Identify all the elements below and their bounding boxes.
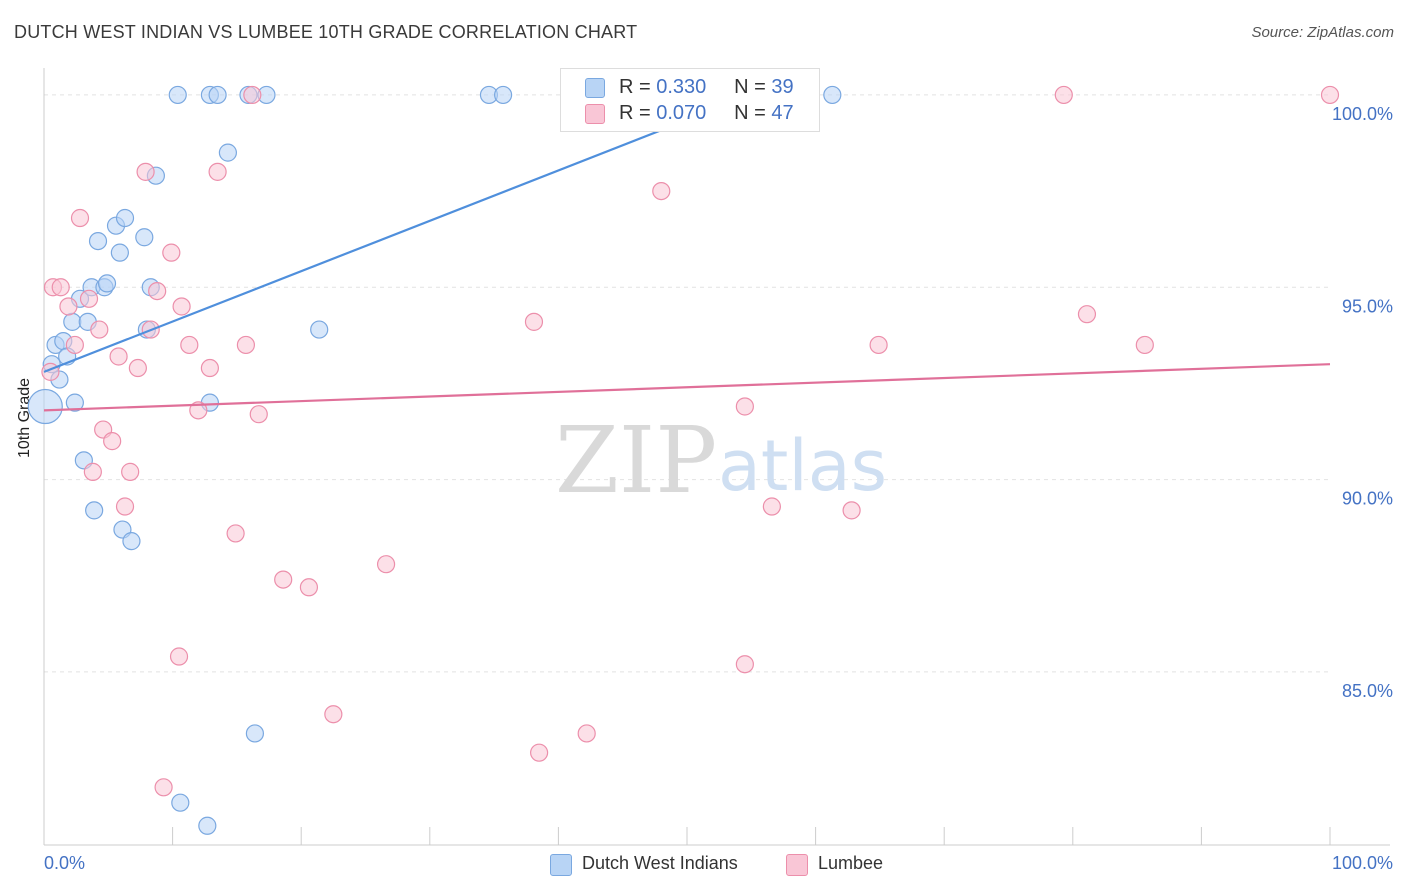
lumbee-point [735, 397, 754, 416]
lumbee-point [324, 705, 343, 724]
lumbee-point [524, 312, 544, 331]
lumbee-point [236, 335, 256, 355]
legend-label-dutch: Dutch West Indians [582, 853, 738, 873]
dutch-point [494, 85, 513, 105]
lumbee-point [842, 501, 861, 520]
lumbee-point [136, 162, 155, 181]
y-tick-label: 85.0% [1342, 681, 1393, 701]
dutch-point [218, 143, 237, 162]
n-label: N = [734, 76, 766, 98]
dutch-point [171, 793, 190, 812]
lumbee-point [1054, 85, 1073, 105]
lumbee-point [200, 358, 219, 378]
dutch-point [85, 501, 104, 520]
watermark: ZIP atlas [555, 407, 887, 514]
lumbee-point [274, 570, 293, 589]
swatch-dutch-west-indians [585, 78, 605, 98]
lumbee-point [530, 743, 549, 762]
dutch-point [63, 312, 82, 331]
dutch-point [122, 532, 141, 551]
dutch-point [65, 393, 84, 412]
lumbee-point [243, 85, 262, 105]
dutch-point [823, 85, 842, 105]
lumbee-point [180, 335, 199, 355]
dutch-point [198, 816, 217, 835]
gridlines [44, 94, 1330, 673]
swatch-lumbee [585, 104, 605, 124]
lumbee-point [83, 462, 102, 481]
axes [43, 68, 1390, 846]
lumbee-point [249, 405, 268, 424]
lumbee-point [869, 335, 888, 355]
dutch-point [27, 388, 63, 425]
legend-label-lumbee: Lumbee [818, 853, 884, 873]
lumbee-point [1320, 85, 1340, 105]
lumbee-point [169, 647, 189, 666]
y-tick-label: 95.0% [1342, 296, 1393, 316]
lumbee-point [299, 578, 319, 597]
n-value-lumbee: 47 [771, 102, 794, 124]
lumbee-point [79, 289, 99, 308]
lumbee-point [90, 320, 109, 339]
dutch-point [97, 274, 117, 293]
legend-swatch-lumbee [786, 854, 808, 876]
lumbee-point [59, 297, 78, 316]
chart-title: DUTCH WEST INDIAN VS LUMBEE 10TH GRADE C… [14, 22, 638, 42]
dutch-point [310, 320, 329, 339]
lumbee-point [208, 162, 227, 181]
lumbee-point [762, 497, 781, 516]
stats-legend: R = 0.330 N = 39 R = 0.070 N = 47 [560, 68, 820, 132]
watermark-atlas: atlas [718, 425, 887, 507]
dutch-point [208, 85, 227, 105]
trend-line-dutch [43, 93, 752, 373]
dutch-point [135, 228, 154, 247]
dutch-point [88, 231, 108, 251]
lumbee-point [109, 347, 128, 366]
x-tick-label-min: 0.0% [44, 853, 85, 873]
dutch-point [168, 85, 187, 105]
n-value-dutch: 39 [771, 76, 794, 98]
r-value-dutch: 0.330 [656, 76, 707, 98]
n-label: N = [734, 102, 766, 124]
tick-labels: 85.0% 90.0% 95.0% 100.0% 0.0% 100.0% [44, 104, 1393, 873]
r-label: R = [619, 102, 651, 124]
legend-swatch-dutch [550, 854, 572, 876]
lumbee-point [115, 497, 135, 516]
trend-lines [43, 93, 1331, 412]
lumbee-point [189, 401, 208, 420]
lumbee-point [1077, 305, 1097, 324]
y-tick-label: 90.0% [1342, 489, 1393, 509]
source-label: Source: ZipAtlas.com [1251, 24, 1394, 41]
dutch-point [115, 208, 135, 228]
lumbee-point [162, 243, 181, 262]
lumbee-point [577, 724, 596, 743]
dutch-point [245, 724, 265, 743]
lumbee-point [51, 278, 70, 297]
lumbee-point [148, 281, 167, 301]
lumbee-point [121, 462, 140, 481]
lumbee-point [226, 524, 245, 543]
lumbee-point [1135, 335, 1154, 355]
lumbee-point [154, 778, 173, 797]
r-value-lumbee: 0.070 [656, 102, 707, 124]
r-label: R = [619, 76, 651, 98]
lumbee-point [65, 335, 84, 355]
lumbee-point [735, 655, 754, 674]
lumbee-point [70, 208, 90, 228]
lumbee-point [128, 358, 147, 378]
dutch-point [110, 243, 129, 262]
trend-line-lumbee [43, 363, 1331, 412]
lumbee-point [172, 297, 191, 316]
watermark-zip: ZIP [555, 407, 717, 514]
lumbee-point [103, 432, 122, 451]
lumbee-point [376, 555, 396, 574]
x-tick-label-max: 100.0% [1332, 853, 1393, 873]
series-lumbee [41, 85, 1340, 797]
lumbee-point [652, 181, 671, 201]
y-tick-label: 100.0% [1332, 104, 1393, 124]
data-points [27, 85, 1340, 835]
